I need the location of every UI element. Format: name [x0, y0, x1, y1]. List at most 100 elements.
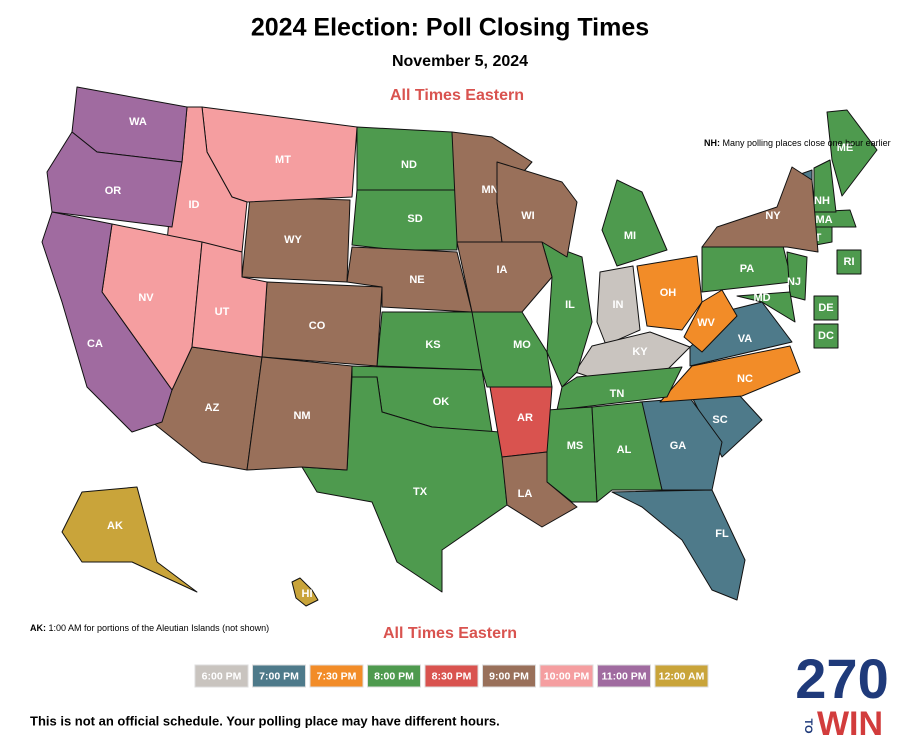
state-shape	[636, 255, 703, 331]
ak-note-text: 1:00 AM for portions of the Aleutian Isl…	[49, 623, 270, 633]
state-label: VA	[738, 333, 753, 345]
state-label: NC	[737, 373, 753, 385]
state-shape	[813, 295, 839, 321]
legend-label: 6:00 PM	[202, 670, 242, 682]
legend-swatch	[654, 664, 709, 688]
state-shape	[701, 166, 819, 253]
state-shape	[786, 251, 808, 301]
state-label: AR	[517, 412, 533, 424]
state-label: NY	[765, 210, 781, 222]
state-label: UT	[215, 306, 230, 318]
states: INKYVTVASCGAFLOHWVNCNDSDKSOKTXMOILMITNMS…	[41, 86, 878, 607]
state-shape	[246, 356, 353, 471]
state-shape	[41, 211, 173, 433]
state-label: KY	[632, 346, 648, 358]
state-label: MO	[513, 339, 531, 351]
state-shape	[541, 241, 593, 388]
state-shape	[826, 109, 878, 197]
logo-number: 270	[795, 647, 888, 710]
nh-note-label: NH:	[704, 138, 720, 148]
state-shape	[601, 179, 668, 267]
state-label: OR	[105, 185, 122, 197]
state-shape	[596, 265, 641, 346]
legend-label: 10:00 PM	[544, 670, 590, 682]
state-label: IL	[565, 299, 575, 311]
state-label: NV	[138, 292, 154, 304]
legend-swatch	[309, 664, 364, 688]
state-label: MN	[481, 184, 498, 196]
state-shape	[291, 577, 319, 607]
state-label: NM	[293, 410, 310, 422]
state-label: IA	[497, 264, 508, 276]
legend-swatch	[194, 664, 249, 688]
state-label: KS	[425, 339, 440, 351]
state-label: MA	[815, 214, 832, 226]
legend-swatch	[597, 664, 651, 688]
state-label: OH	[660, 287, 677, 299]
note-bottom: All Times Eastern	[383, 625, 517, 642]
state-label: MS	[567, 440, 584, 452]
state-shape	[471, 311, 553, 388]
state-label: GA	[670, 440, 687, 452]
state-shape	[61, 486, 198, 593]
legend-label: 9:00 PM	[489, 670, 529, 682]
state-label: DC	[818, 330, 834, 342]
legend-swatch	[252, 664, 306, 688]
ak-note-label: AK:	[30, 623, 46, 633]
state-label: IN	[613, 299, 624, 311]
state-label: WI	[521, 210, 534, 222]
state-shape	[301, 376, 508, 593]
legend-label: 11:00 PM	[602, 670, 647, 682]
legend-label: 7:00 PM	[259, 670, 299, 682]
state-shape	[836, 249, 862, 275]
state-label: WV	[697, 317, 715, 329]
state-label: TX	[413, 486, 428, 498]
state-label: AL	[617, 444, 632, 456]
state-label: ID	[189, 199, 200, 211]
state-label: NJ	[787, 276, 801, 288]
legend-swatch	[424, 664, 479, 688]
state-shape	[736, 291, 796, 323]
state-label: AZ	[205, 402, 220, 414]
legend-swatch	[539, 664, 594, 688]
state-shape	[556, 366, 683, 411]
state-shape	[46, 131, 183, 228]
state-label: PA	[740, 263, 755, 275]
nh-note-text: Many polling places close one hour earli…	[723, 138, 891, 148]
state-label: SC	[712, 414, 727, 426]
state-label: AK	[107, 520, 123, 532]
state-shape	[191, 241, 268, 358]
state-label: RI	[844, 256, 855, 268]
state-shape	[456, 241, 553, 313]
state-label: HI	[302, 588, 313, 600]
note-top: All Times Eastern	[390, 87, 524, 104]
state-shape	[501, 451, 578, 528]
state-label: MI	[624, 230, 636, 242]
state-label: DE	[818, 302, 833, 314]
state-shape	[813, 323, 839, 349]
subtitle: November 5, 2024	[392, 53, 528, 70]
state-label: MD	[753, 292, 770, 304]
state-label: MT	[275, 154, 291, 166]
logo-to: TO	[802, 718, 814, 734]
state-shape	[351, 189, 458, 251]
state-label: WY	[284, 234, 302, 246]
state-label: LA	[518, 488, 533, 500]
state-label: OK	[433, 396, 450, 408]
state-shape	[683, 289, 738, 353]
logo-win: WIN	[817, 705, 883, 743]
state-label: CA	[87, 338, 103, 350]
legend-label: 12:00 AM	[659, 670, 705, 682]
ak-note: AK: 1:00 AM for portions of the Aleutian…	[30, 623, 269, 633]
legend-swatch	[367, 664, 421, 688]
state-label: ND	[401, 159, 417, 171]
legend-label: 8:30 PM	[432, 670, 472, 682]
state-label: ME	[837, 142, 854, 154]
state-shape	[346, 246, 473, 313]
state-label: SD	[407, 213, 422, 225]
state-label: WA	[129, 116, 147, 128]
state-label: NH	[814, 195, 830, 207]
legend-swatch	[482, 664, 536, 688]
legend-label: 8:00 PM	[374, 670, 414, 682]
